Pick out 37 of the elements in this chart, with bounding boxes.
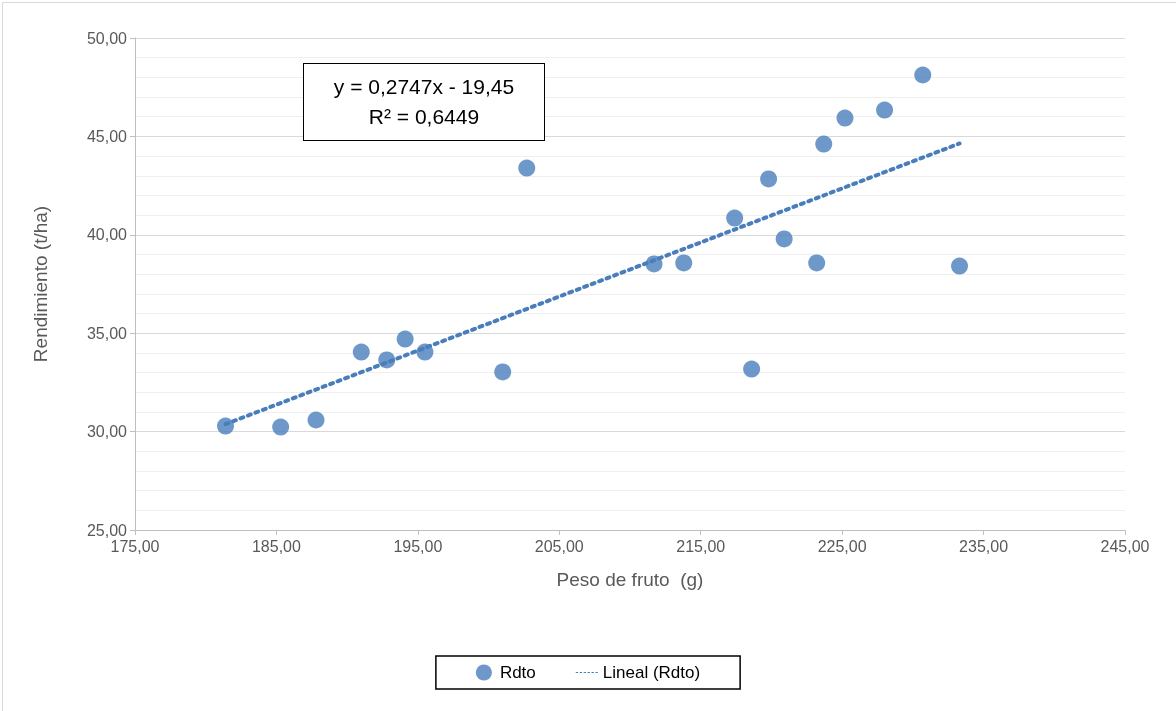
point [743, 360, 761, 378]
point [836, 109, 854, 127]
point [272, 418, 290, 436]
x-axis-title: Peso de fruto (g) [556, 569, 704, 590]
point [675, 254, 693, 272]
point [726, 209, 744, 227]
x-tick-label: 235,00 [959, 537, 1009, 555]
y-tick-label: 40,00 [86, 226, 128, 244]
point [307, 411, 325, 429]
legend-label: Lineal (Rdto) [602, 663, 701, 682]
point [876, 101, 894, 119]
point [396, 330, 414, 348]
x-tick-label: 205,00 [534, 537, 584, 555]
y-axis-title: Rendimiento (t/ha) [30, 205, 51, 363]
y-tick-label: 45,00 [86, 127, 128, 145]
y-tick-label: 50,00 [86, 29, 128, 47]
point [494, 363, 512, 381]
x-tick-label: 195,00 [393, 537, 443, 555]
x-tick-label: 215,00 [676, 537, 726, 555]
point [352, 343, 370, 361]
legend-label: Rdto [499, 663, 536, 682]
annotation: R² = 0,6449 [367, 104, 481, 130]
point [914, 66, 932, 84]
point [760, 170, 778, 188]
point [775, 230, 793, 248]
x-tick-label: 185,00 [251, 537, 301, 555]
point [815, 135, 833, 153]
y-tick-label: 25,00 [86, 521, 128, 539]
x-tick-label: 225,00 [817, 537, 867, 555]
point [951, 257, 969, 275]
y-tick-label: 30,00 [86, 423, 128, 441]
point [808, 254, 826, 272]
x-tick-label: 245,00 [1100, 537, 1150, 555]
y-tick-label: 35,00 [86, 324, 128, 342]
point [518, 159, 536, 177]
annotation: y = 0,2747x - 19,45 [332, 74, 516, 100]
x-tick-label: 175,00 [110, 537, 160, 555]
